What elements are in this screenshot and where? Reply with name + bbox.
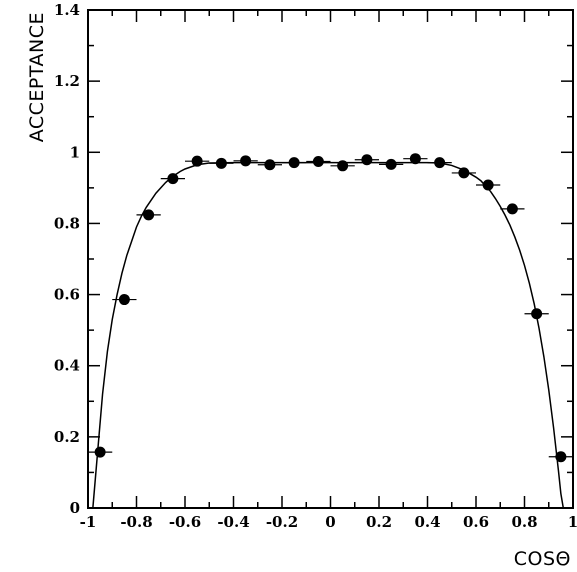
y-tick-label: 1: [70, 143, 80, 161]
data-point: [434, 157, 446, 169]
x-axis-title: COSΘ: [514, 548, 571, 570]
x-tick-label: -0.2: [266, 513, 298, 531]
y-tick-label: 0.6: [54, 286, 80, 304]
x-tick-label: 1: [568, 513, 577, 531]
data-point: [312, 156, 324, 168]
x-tick-label: -0.8: [120, 513, 152, 531]
data-point: [531, 308, 543, 320]
fit-curve: [92, 161, 569, 509]
y-tick-label: 1.4: [54, 1, 80, 19]
plot-frame: [87, 9, 574, 509]
data-point: [555, 451, 567, 463]
y-axis-title: ACCEPTANCE: [26, 12, 48, 142]
y-axis-ticks: [88, 9, 573, 509]
data-point: [143, 209, 155, 221]
data-point: [361, 154, 373, 166]
x-tick-label: -0.6: [169, 513, 201, 531]
data-point: [191, 155, 203, 167]
data-point: [482, 179, 494, 191]
x-axis-ticks: [87, 10, 574, 508]
x-tick-label: -1: [80, 513, 97, 531]
x-tick-label: -0.4: [217, 513, 249, 531]
data-point: [337, 160, 349, 172]
data-point: [240, 155, 252, 167]
x-axis-tick-labels: -1 -0.8 -0.6 -0.4 -0.2 0 0.2 0.4 0.6 0.8 1: [80, 513, 577, 531]
data-point: [409, 153, 421, 165]
x-tick-label: 0.8: [511, 513, 537, 531]
x-tick-label: 0: [325, 513, 335, 531]
y-axis-tick-labels: 0 0.2 0.4 0.6 0.8 1 1.2 1.4: [54, 1, 80, 517]
y-tick-label: 0.4: [54, 357, 80, 375]
data-point: [167, 173, 179, 185]
data-point: [288, 157, 300, 169]
data-point: [458, 167, 470, 179]
y-tick-label: 0.2: [54, 428, 80, 446]
data-point: [118, 294, 130, 306]
x-tick-label: 0.4: [414, 513, 440, 531]
x-error-bars: [88, 158, 573, 458]
y-tick-label: 0.8: [54, 214, 80, 232]
x-tick-label: 0.2: [366, 513, 392, 531]
data-point: [215, 157, 227, 169]
x-tick-label: 0.6: [463, 513, 489, 531]
data-point: [385, 158, 397, 170]
data-point: [94, 446, 106, 458]
y-tick-label: 1.2: [54, 72, 80, 90]
data-point: [264, 159, 276, 171]
data-points: [94, 153, 567, 463]
data-point: [506, 203, 518, 215]
y-tick-label: 0: [70, 499, 80, 517]
